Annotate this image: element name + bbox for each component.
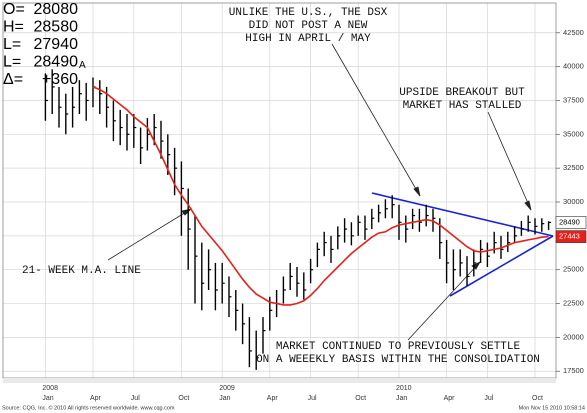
y-tick-label: 17500: [563, 366, 584, 375]
arrow: [331, 43, 421, 197]
x-tick-label: Apr: [267, 395, 279, 402]
x-tick-label: Oct: [532, 395, 543, 402]
timestamp: Mon Nov 15 2010 10:58:14: [519, 405, 585, 411]
y-tick-label: 22500: [563, 299, 584, 308]
y-tick-label: 42500: [563, 28, 584, 37]
header-value: 28580: [34, 19, 79, 36]
arrow-head: [524, 200, 532, 211]
header-value: 27940: [34, 36, 79, 53]
annotation: MARKET CONTINUED TO PREVIOUSLY SETTLE: [276, 341, 521, 353]
annotation: 21- WEEK M.A. LINE: [22, 265, 141, 277]
year-label: 2008: [42, 385, 58, 392]
y-tick-label: 32500: [563, 163, 584, 172]
header-label: O=: [3, 1, 25, 18]
y-tick-label: 25000: [563, 265, 584, 274]
marks: [44, 69, 552, 370]
x-tick-label: Oct: [355, 395, 366, 402]
year-label: 2009: [219, 385, 235, 392]
header-value: 28080: [34, 1, 79, 18]
x-tick-label: Jul: [308, 395, 317, 402]
x-tick-label: Jan: [219, 395, 230, 402]
y-tick-label: 40000: [563, 62, 584, 71]
header-label: H=: [3, 19, 24, 36]
y-tick-label: 37500: [563, 95, 584, 104]
last-price-label-box: [555, 216, 587, 229]
moving-average-line: [92, 86, 549, 306]
x-tick-label: Oct: [178, 395, 189, 402]
arrow: [107, 208, 192, 261]
header-suffix: A: [79, 60, 86, 71]
annotation: MARKET HAS STALLED: [403, 100, 522, 112]
source-note: Source: CQG, Inc. © 2010 All rights rese…: [2, 404, 175, 411]
x-tick-label: Apr: [444, 395, 456, 402]
last-price-label: 28490: [559, 217, 580, 226]
arrow-head: [413, 186, 421, 197]
annotation: HIGH IN APRIL / MAY: [245, 33, 371, 45]
y-tick-label: 20000: [563, 332, 584, 341]
arrow: [487, 111, 532, 211]
annotation: DID NOT POST A NEW: [249, 20, 368, 32]
x-tick-label: Jul: [131, 395, 140, 402]
annotation: UPSIDE BREAKOUT BUT: [399, 87, 525, 99]
header-label: L=: [3, 36, 21, 53]
ma-price-label: 27443: [559, 232, 580, 241]
x-tick-label: Jan: [396, 395, 407, 402]
y-tick-label: 30000: [563, 197, 584, 206]
x-tick-label: Jul: [484, 395, 493, 402]
x-tick-label: Jan: [42, 395, 53, 402]
x-tick-label: Apr: [90, 395, 102, 402]
header-value: +360: [42, 71, 78, 88]
y-tick-label: 35000: [563, 129, 584, 138]
header-label: L=: [3, 54, 21, 71]
year-label: 2010: [396, 385, 412, 392]
lower-trendline: [449, 235, 554, 297]
header-value: 28490: [34, 54, 79, 71]
ma-price-label-box: [555, 230, 587, 243]
annotation: UNLIKE THE U.S., THE DSX: [229, 7, 388, 19]
indicator-strip: [3, 378, 556, 383]
arrow: [407, 261, 481, 341]
annotation: ON A WEEEKLY BASIS WITHIN THE CONSOLIDAT…: [256, 354, 540, 366]
header-label: Δ=: [3, 71, 23, 88]
